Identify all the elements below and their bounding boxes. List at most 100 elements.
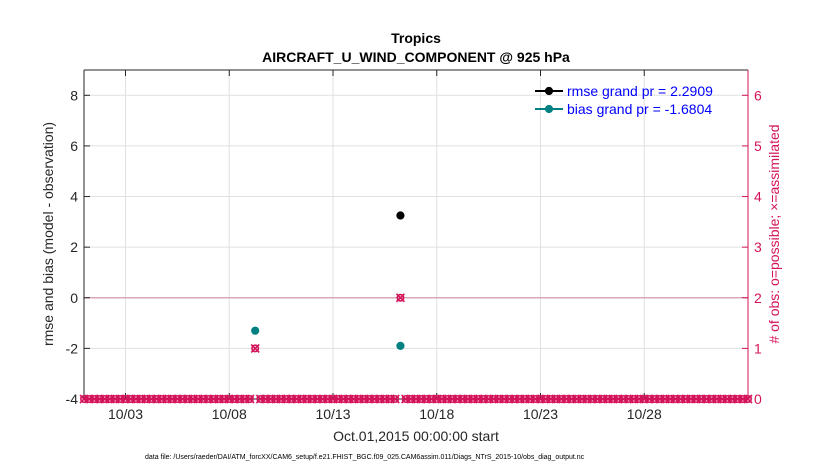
obs-count-zero-marker-circle <box>406 394 415 403</box>
y-tick-label: 0 <box>70 290 78 306</box>
obs-count-zero-marker-circle <box>692 394 701 403</box>
obs-count-zero-marker-circle <box>733 394 742 403</box>
y2-tick-label: 2 <box>754 290 762 306</box>
obs-count-zero-marker-circle <box>85 394 94 403</box>
obs-count-zero-marker-circle <box>142 394 151 403</box>
bias-point <box>396 341 405 350</box>
obs-count-zero-marker-circle <box>469 394 478 403</box>
obs-count-zero-marker-circle <box>650 394 659 403</box>
obs-count-zero-marker-circle <box>126 394 135 403</box>
obs-count-zero-marker-circle <box>380 394 389 403</box>
obs-count-zero-marker-circle <box>609 394 618 403</box>
chart-title: Tropics <box>391 30 441 46</box>
obs-count-zero-marker-circle <box>230 394 239 403</box>
obs-count-zero-marker-circle <box>214 394 223 403</box>
obs-count-marker-cross-b <box>250 343 260 353</box>
x-axis-label: Oct.01,2015 00:00:00 start <box>333 428 499 444</box>
y2-tick-label: 3 <box>754 239 762 255</box>
bias-point <box>251 326 260 335</box>
obs-count-zero-marker-circle <box>718 394 727 403</box>
obs-count-zero-marker-circle <box>474 394 483 403</box>
obs-count-zero-marker-circle <box>220 394 229 403</box>
obs-count-zero-marker-circle <box>588 394 597 403</box>
obs-count-zero-marker-circle <box>432 394 441 403</box>
obs-count-zero-marker-circle <box>328 394 337 403</box>
obs-count-zero-marker-circle <box>531 394 540 403</box>
obs-count-zero-marker-circle <box>105 394 114 403</box>
plot-area <box>84 70 748 399</box>
legend-label: rmse grand pr = 2.2909 <box>567 83 713 99</box>
x-tick-label: 10/23 <box>523 406 558 422</box>
obs-count-zero-marker-circle <box>437 394 446 403</box>
obs-count-zero-marker-circle <box>603 394 612 403</box>
y-tick-label: -4 <box>66 391 79 407</box>
obs-count-zero-marker-circle <box>671 394 680 403</box>
obs-count-zero-marker-circle <box>168 394 177 403</box>
obs-count-zero-marker-circle <box>199 394 208 403</box>
x-tick-label: 10/03 <box>108 406 143 422</box>
obs-count-zero-marker-circle <box>629 394 638 403</box>
obs-count-zero-marker-circle <box>360 394 369 403</box>
obs-count-zero-marker-circle <box>266 394 275 403</box>
chart-subtitle: AIRCRAFT_U_WIND_COMPONENT @ 925 hPa <box>262 49 570 65</box>
obs-count-zero-marker-circle <box>676 394 685 403</box>
obs-count-zero-marker-circle <box>526 394 535 403</box>
obs-count-marker <box>395 293 406 303</box>
obs-count-zero-marker <box>743 394 753 404</box>
obs-count-zero-marker-circle <box>666 394 675 403</box>
obs-count-zero-marker-circle <box>681 394 690 403</box>
obs-count-zero-marker-circle <box>577 394 586 403</box>
y2-tick-label: 0 <box>754 391 762 407</box>
obs-count-zero-marker-circle <box>354 394 363 403</box>
obs-count-zero-marker-circle <box>697 394 706 403</box>
obs-count-zero-marker-circle <box>411 394 420 403</box>
obs-count-zero-marker-circle <box>308 394 317 403</box>
obs-count-zero-marker-circle <box>743 394 752 403</box>
obs-count-zero-marker-circle <box>515 394 524 403</box>
obs-count-zero-marker-circle <box>303 394 312 403</box>
obs-count-zero-marker-circle <box>277 394 286 403</box>
obs-count-zero-marker-circle <box>702 394 711 403</box>
obs-count-zero-marker-circle <box>80 394 89 403</box>
obs-count-zero-marker-circle <box>712 394 721 403</box>
obs-count-zero-marker-circle <box>194 394 203 403</box>
ticks: 10/03 10/08 10/13 10/18 10/23 10/28 -4 -2 0 2 4 6 8 0… <box>66 70 762 422</box>
obs-count-zero-marker-circle <box>484 394 493 403</box>
obs-count-zero-marker-circle <box>593 394 602 403</box>
legend-marker <box>544 86 554 96</box>
obs-count-zero-marker-circle <box>344 394 353 403</box>
obs-count-zero-marker-circle <box>422 394 431 403</box>
obs-count-zero-marker-circle <box>121 394 130 403</box>
y2-tick-label: 4 <box>754 189 762 205</box>
obs-count-zero-marker-circle <box>417 394 426 403</box>
obs-count-zero-marker-cross-b <box>245 394 255 404</box>
obs-count-zero-marker-circle <box>567 394 576 403</box>
obs-count-zero-marker-circle <box>546 394 555 403</box>
obs-count-zero-marker-circle <box>541 394 550 403</box>
obs-count-zero-marker-circle <box>655 394 664 403</box>
obs-count-zero-marker-circle <box>494 394 503 403</box>
obs-count-zero-marker-circle <box>510 394 519 403</box>
obs-count-zero-marker-circle <box>562 394 571 403</box>
obs-count-zero-marker-circle <box>163 394 172 403</box>
obs-count-zero-marker-circle <box>111 394 120 403</box>
rmse-point <box>396 211 405 220</box>
obs-count-zero-marker-circle <box>246 394 255 403</box>
data-file-footnote: data file: /Users/raeder/DAI/ATM_forcXX/… <box>145 454 585 461</box>
legend-label: bias grand pr = -1.6804 <box>567 101 712 117</box>
obs-count-zero-marker-circle <box>738 394 747 403</box>
obs-count-zero-marker <box>245 394 255 404</box>
obs-count-zero-marker-circle <box>188 394 197 403</box>
obs-count-zero-marker-circle <box>598 394 607 403</box>
obs-count-zero-marker-circle <box>178 394 187 403</box>
obs-count-zero-marker-circle <box>318 394 327 403</box>
obs-count-zero-marker-circle <box>157 394 166 403</box>
obs-count-marker-circle <box>251 344 260 353</box>
obs-count-zero-marker-circle <box>489 394 498 403</box>
obs-count-zero-marker-circle <box>520 394 529 403</box>
obs-count-zero-marker-circle <box>365 394 374 403</box>
obs-count-zero-marker-circle <box>723 394 732 403</box>
obs-count-zero-marker-circle <box>256 394 265 403</box>
obs-count-zero-marker-circle <box>458 394 467 403</box>
